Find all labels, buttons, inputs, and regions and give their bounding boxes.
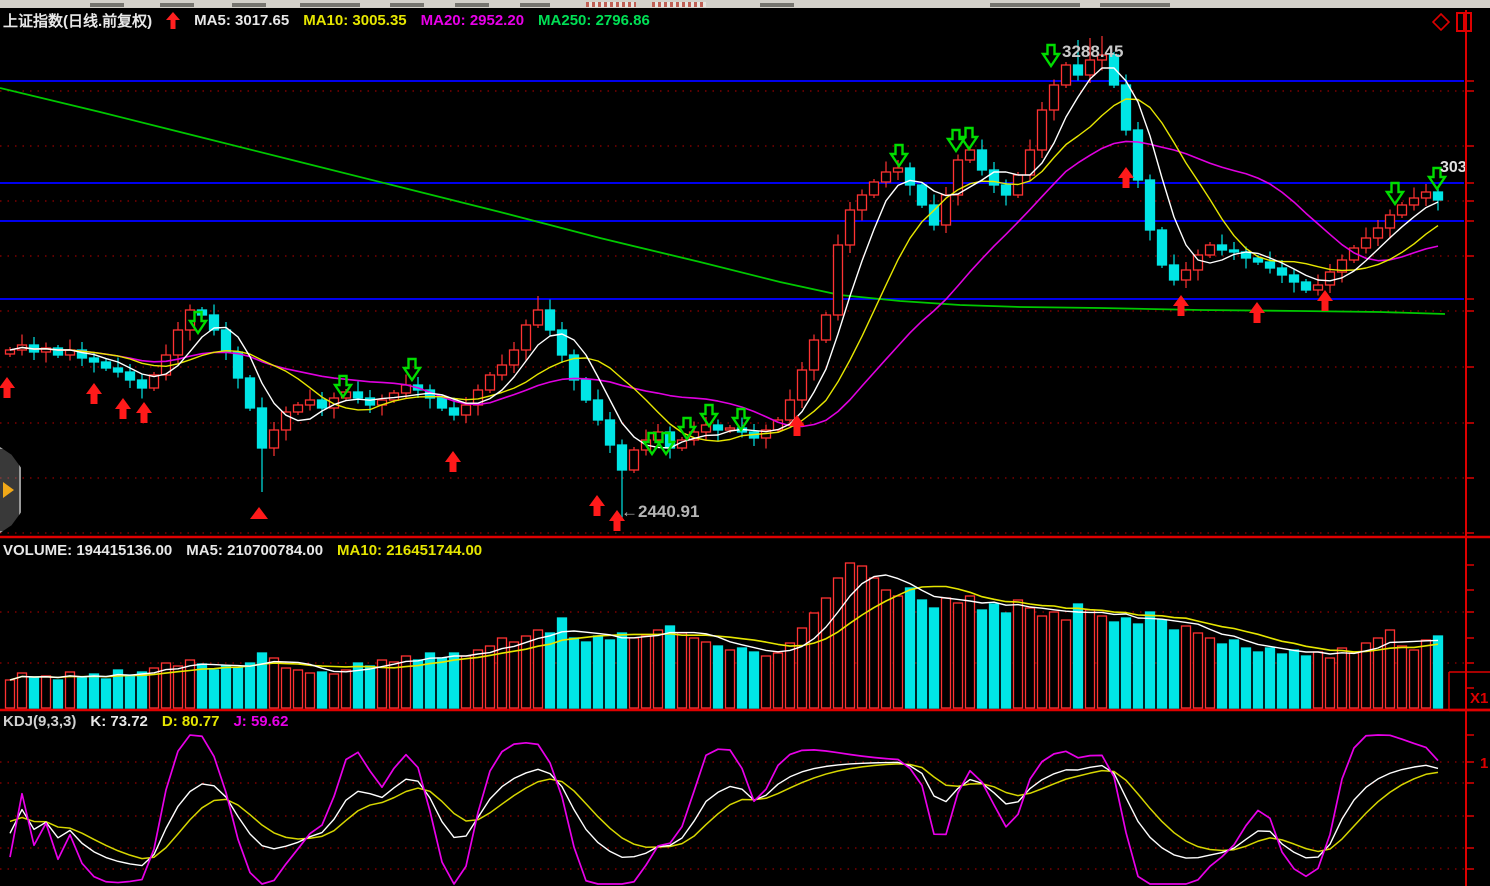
svg-text:3288.45: 3288.45: [1062, 42, 1123, 61]
right-axis-layer: X1 1: [1448, 10, 1490, 886]
menu-item-fragment: [300, 3, 360, 7]
menu-item-fragment: [232, 3, 266, 7]
kdj-j-value: J: 59.62: [233, 712, 289, 730]
menu-item-fragment-highlight: [586, 2, 636, 7]
ma20-line: [9, 140, 1439, 428]
up-arrow-icon: [166, 11, 181, 29]
menu-item-fragment: [390, 3, 424, 7]
menu-item-fragment: [90, 3, 124, 7]
kdj-gridlines-layer: [0, 761, 1464, 870]
menu-item-fragment: [520, 3, 550, 7]
ma20-value: MA20: 2952.20: [420, 11, 525, 29]
diamond-icon[interactable]: [1432, 13, 1450, 31]
chart-canvas[interactable]: 3288.45 ←2440.91 303 X1 1: [0, 8, 1490, 886]
main-gridlines-layer: [0, 80, 1464, 534]
menu-item-fragment: [1100, 3, 1170, 7]
ma10-value: MA10: 3005.35: [303, 11, 407, 29]
annotations-layer: 3288.45 ←2440.91 303: [621, 42, 1467, 521]
ma250-line: [0, 87, 1446, 315]
kdj-j-line: [9, 734, 1439, 885]
ma10-line: [9, 98, 1439, 442]
kdj-header: KDJ(9,3,3) K: 73.72 D: 80.77 J: 59.62: [3, 711, 289, 731]
svg-text:X1: X1: [1470, 690, 1488, 707]
menu-bar[interactable]: [0, 0, 1490, 8]
svg-text:←2440.91: ←2440.91: [621, 502, 699, 521]
volume-value: VOLUME: 194415136.00: [3, 541, 173, 559]
svg-text:303: 303: [1440, 159, 1467, 176]
kdj-k-line: [9, 761, 1439, 867]
menu-item-fragment-highlight: [652, 2, 706, 7]
pane-separators: [0, 535, 1490, 712]
expand-arrow-icon: [3, 482, 14, 498]
signal-arrows-layer: [0, 43, 1448, 531]
kdj-label: KDJ(9,3,3): [3, 712, 77, 730]
svg-text:1: 1: [1480, 755, 1488, 772]
kdj-d-value: D: 80.77: [161, 712, 220, 730]
window-pane-icon[interactable]: [1456, 12, 1472, 32]
volume-header: VOLUME: 194415136.00 MA5: 210700784.00 M…: [3, 540, 482, 560]
ma5-line: [9, 67, 1439, 449]
candles-layer: [4, 36, 1444, 518]
ma250-value: MA250: 2796.86: [538, 11, 650, 29]
volume-bars-layer: [4, 562, 1444, 709]
menu-item-fragment: [160, 3, 194, 7]
menu-item-fragment: [760, 3, 794, 7]
symbol-title: 上证指数(日线.前复权): [3, 12, 153, 30]
main-chart-header: 上证指数(日线.前复权) MA5: 3017.65 MA10: 3005.35 …: [3, 10, 650, 30]
volume-ma5-line: [9, 574, 1439, 681]
kdj-k-value: K: 73.72: [90, 712, 148, 730]
kdj-d-line: [9, 763, 1439, 860]
menu-item-fragment: [455, 3, 489, 7]
menu-item-fragment: [990, 3, 1080, 7]
volume-ma10-value: MA10: 216451744.00: [337, 541, 483, 559]
volume-ma5-value: MA5: 210700784.00: [186, 541, 324, 559]
ma5-value: MA5: 3017.65: [194, 11, 290, 29]
